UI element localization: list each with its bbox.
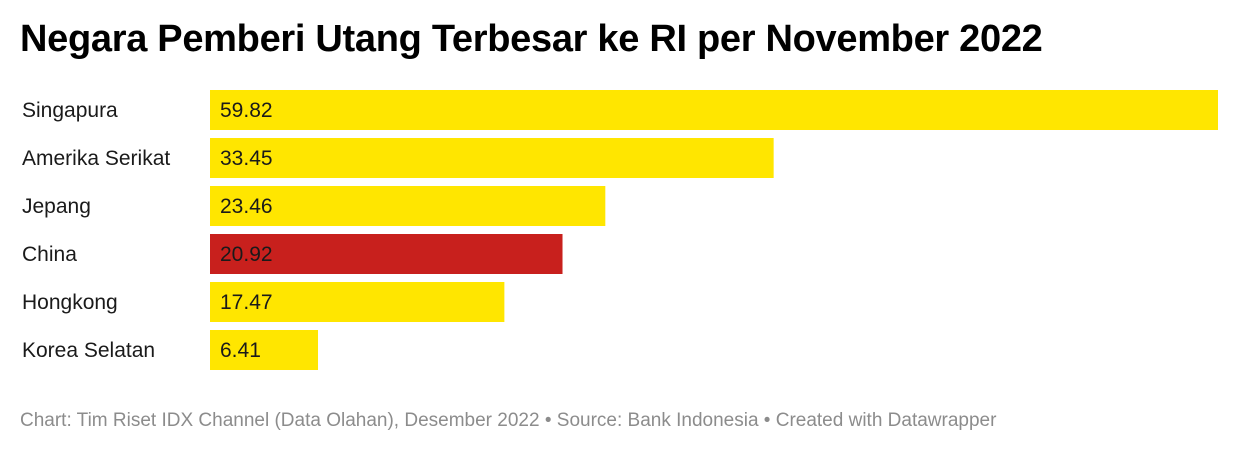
bar: [210, 282, 505, 322]
bar-row-hongkong: Hongkong 17.47: [22, 282, 505, 322]
bar: [210, 90, 1218, 130]
category-label: Amerika Serikat: [22, 147, 170, 170]
chart-title: Negara Pemberi Utang Terbesar ke RI per …: [20, 18, 1043, 60]
chart-footer: Chart: Tim Riset IDX Channel (Data Olaha…: [20, 410, 997, 431]
bar-row-singapura: Singapura 59.82: [22, 90, 1218, 130]
data-label: 20.92: [220, 243, 273, 266]
data-label: 6.41: [220, 339, 261, 362]
bar: [210, 138, 774, 178]
category-label: Singapura: [22, 99, 118, 122]
bar-chart: Singapura 59.82 Amerika Serikat 33.45 Jepang…: [22, 90, 1218, 370]
data-label: 59.82: [220, 99, 273, 122]
bar: [210, 330, 319, 370]
data-label: 33.45: [220, 147, 273, 170]
data-label: 17.47: [220, 291, 273, 314]
category-label: Korea Selatan: [22, 339, 155, 362]
bar: [210, 234, 563, 274]
bar-row-china: China 20.92: [22, 234, 563, 274]
data-label: 23.46: [220, 195, 273, 218]
bar: [210, 186, 606, 226]
category-label: Jepang: [22, 195, 91, 218]
bar-row-jepang: Jepang 23.46: [22, 186, 606, 226]
bar-row-amerika-serikat: Amerika Serikat 33.45: [22, 138, 774, 178]
category-label: China: [22, 243, 77, 266]
category-label: Hongkong: [22, 291, 118, 314]
bar-row-korea-selatan: Korea Selatan 6.41: [22, 330, 319, 370]
